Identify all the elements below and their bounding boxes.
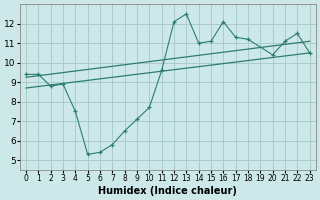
X-axis label: Humidex (Indice chaleur): Humidex (Indice chaleur) <box>98 186 237 196</box>
